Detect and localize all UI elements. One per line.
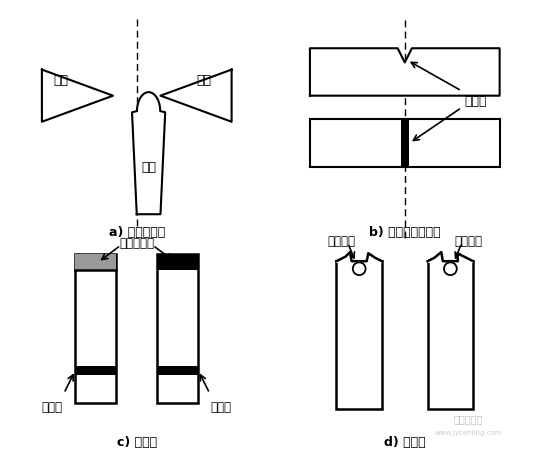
- Text: a) 摆锤不对中: a) 摆锤不对中: [109, 225, 165, 238]
- Text: 挤压痕: 挤压痕: [42, 400, 63, 414]
- Text: 挤压痕: 挤压痕: [211, 400, 231, 414]
- Text: d) 侧视图: d) 侧视图: [384, 435, 426, 448]
- Bar: [428, 259, 473, 264]
- Bar: [75, 255, 116, 271]
- Bar: [75, 255, 116, 271]
- Text: 嘉峪检测网: 嘉峪检测网: [454, 413, 484, 423]
- Bar: [158, 255, 199, 271]
- Bar: [75, 255, 116, 403]
- Polygon shape: [42, 71, 113, 122]
- Polygon shape: [160, 71, 231, 122]
- Bar: [310, 120, 499, 167]
- Polygon shape: [132, 93, 165, 215]
- Text: 不平坦断口: 不平坦断口: [119, 237, 154, 250]
- Text: b) 摆锤打击点位置: b) 摆锤打击点位置: [369, 225, 440, 238]
- Text: 冲击缺口: 冲击缺口: [327, 234, 355, 248]
- Bar: [158, 255, 199, 403]
- Bar: [336, 262, 382, 410]
- Bar: [400, 120, 409, 167]
- Bar: [428, 262, 473, 410]
- Bar: [336, 259, 382, 264]
- Text: www.jycehiing.com: www.jycehiing.com: [435, 430, 503, 435]
- Text: 摆锤: 摆锤: [141, 161, 156, 174]
- Circle shape: [353, 263, 365, 275]
- Text: 砧座: 砧座: [196, 73, 211, 86]
- Text: 冲击缺口: 冲击缺口: [455, 234, 482, 248]
- Bar: [75, 366, 116, 375]
- Circle shape: [444, 263, 457, 275]
- Text: 打击点: 打击点: [464, 95, 487, 108]
- Polygon shape: [310, 49, 499, 96]
- Text: 砧座: 砧座: [54, 73, 69, 86]
- Bar: [158, 366, 199, 375]
- Bar: [158, 255, 199, 271]
- Text: c) 前视图: c) 前视图: [117, 435, 157, 448]
